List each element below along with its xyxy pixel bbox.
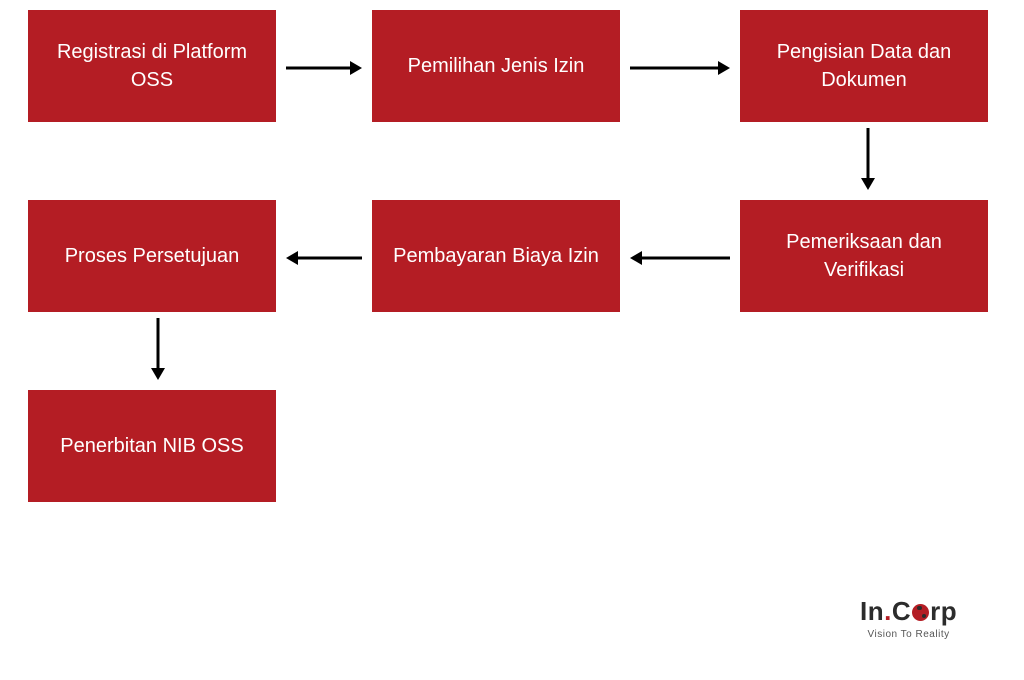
flow-node-n4: Pemeriksaan dan Verifikasi [740, 200, 988, 312]
logo-part-c: C [892, 596, 911, 626]
flow-arrow-n1-n2 [286, 58, 362, 83]
flow-arrow-n6-n7 [148, 318, 168, 385]
flow-node-n6: Proses Persetujuan [28, 200, 276, 312]
logo-part-rp: rp [930, 596, 957, 626]
flow-node-n1: Registrasi di Platform OSS [28, 10, 276, 122]
brand-logo: In.Crp Vision To Reality [860, 596, 957, 640]
globe-icon [912, 604, 929, 621]
flow-arrow-n2-n3 [630, 58, 730, 83]
flow-arrow-n4-n5 [630, 248, 730, 273]
brand-tagline: Vision To Reality [860, 629, 957, 640]
flow-arrow-n3-n4 [858, 128, 878, 195]
brand-logo-text: In.Crp [860, 596, 957, 627]
flow-node-n5: Pembayaran Biaya Izin [372, 200, 620, 312]
flow-node-n3: Pengisian Data dan Dokumen [740, 10, 988, 122]
flow-arrow-n5-n6 [286, 248, 362, 273]
logo-part-in: In [860, 596, 884, 626]
flow-node-n2: Pemilihan Jenis Izin [372, 10, 620, 122]
flow-node-n7: Penerbitan NIB OSS [28, 390, 276, 502]
logo-dot-icon: . [884, 596, 892, 626]
